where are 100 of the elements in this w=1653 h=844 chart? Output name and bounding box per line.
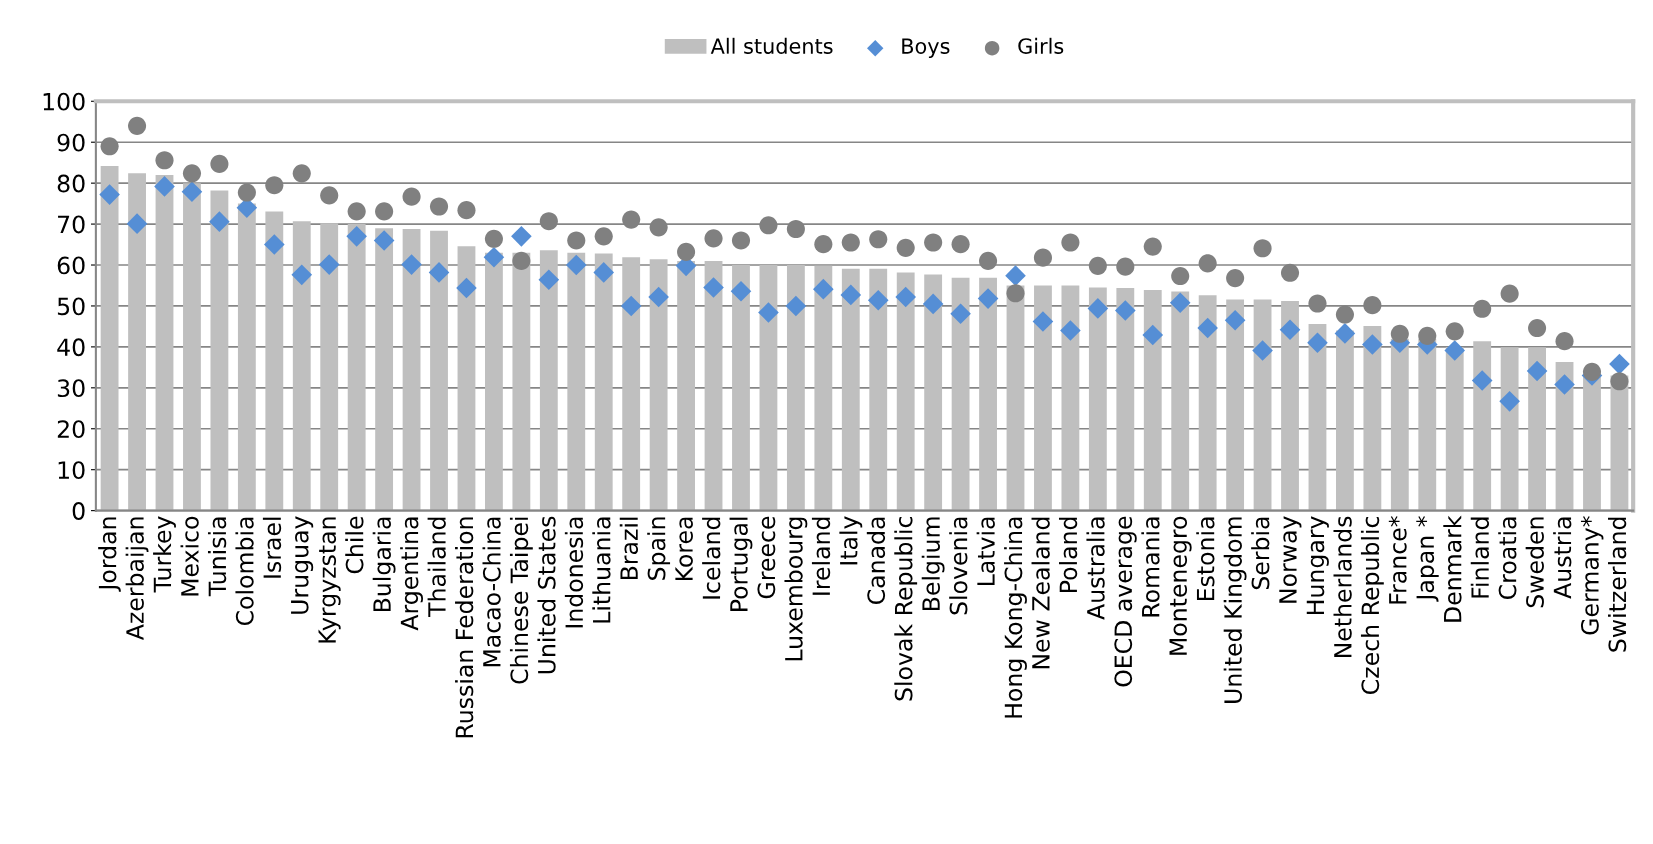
- point: [1582, 362, 1602, 381]
- point: [1418, 326, 1437, 345]
- point: [1609, 353, 1630, 375]
- point: [594, 227, 613, 246]
- bar: [100, 165, 119, 511]
- bar: [539, 250, 558, 511]
- point: [1500, 284, 1519, 303]
- point: [813, 278, 834, 300]
- x-tick-label: Denmark: [1443, 515, 1462, 622]
- x-tick-label: Colombia: [235, 517, 254, 626]
- bar: [732, 265, 750, 511]
- point: [1198, 254, 1217, 273]
- x-tick-label: France*: [1388, 516, 1407, 604]
- point: [950, 303, 971, 325]
- x-tick-label: Argentina: [400, 517, 423, 631]
- point: [320, 186, 339, 205]
- point: [1033, 248, 1053, 267]
- x-tick-label: Korea: [675, 517, 693, 581]
- point: [347, 202, 366, 221]
- x-tick-label: Hungary: [1306, 516, 1329, 614]
- point: [457, 201, 476, 220]
- bar: [1445, 346, 1464, 511]
- point: [814, 235, 833, 254]
- x-tick-label: Austria: [1553, 517, 1572, 599]
- bar: [237, 203, 256, 511]
- point: [1252, 340, 1273, 361]
- bar: [1473, 341, 1492, 511]
- point: [265, 176, 284, 195]
- bar: [430, 230, 448, 511]
- bar: [677, 260, 696, 511]
- point: [429, 197, 449, 216]
- bar: [265, 211, 284, 511]
- point: [1528, 319, 1547, 338]
- bar: [759, 265, 778, 511]
- point: [593, 262, 615, 283]
- x-tick-label: United States: [537, 516, 556, 674]
- bar: [347, 224, 366, 511]
- point: [1308, 294, 1327, 313]
- point: [209, 211, 230, 232]
- x-tick-label: Iceland: [702, 517, 721, 599]
- bar: [1418, 338, 1437, 511]
- point: [895, 286, 916, 308]
- point: [731, 231, 751, 250]
- y-tick-label: 60: [57, 256, 85, 275]
- x-tick-label: Israel: [262, 517, 282, 578]
- bar: [979, 277, 997, 511]
- x-tick-label: Macao-China: [482, 517, 501, 667]
- point: [1253, 239, 1272, 258]
- point: [318, 254, 340, 275]
- point: [1197, 317, 1218, 339]
- x-tick-label: Brazil: [619, 517, 639, 580]
- bar: [1226, 299, 1245, 511]
- x-tick-label: Latvia: [976, 517, 995, 586]
- bar: [1116, 287, 1135, 511]
- legend-label: All students: [710, 37, 833, 54]
- x-tick-label: Portugal: [729, 517, 753, 611]
- point: [237, 183, 256, 202]
- point: [1335, 305, 1354, 324]
- x-tick-label: Mexico: [180, 516, 199, 596]
- point: [292, 164, 311, 183]
- x-tick-label: Montenegro: [1169, 516, 1192, 655]
- point: [126, 213, 148, 234]
- point: [1169, 292, 1191, 313]
- point: [484, 229, 503, 248]
- x-tick-label: Hong Kong-China: [1004, 517, 1027, 718]
- point: [1362, 334, 1383, 355]
- point: [1554, 374, 1575, 395]
- x-tick-label: Serbia: [1251, 517, 1270, 590]
- y-tick-label: 50: [57, 297, 85, 316]
- point: [1307, 332, 1328, 354]
- bar: [402, 228, 421, 511]
- point: [1032, 311, 1054, 332]
- point: [128, 116, 147, 135]
- point: [840, 284, 862, 306]
- point: [1334, 323, 1356, 344]
- point: [1610, 372, 1629, 391]
- bar: [155, 174, 174, 511]
- bar: [1528, 347, 1547, 511]
- point: [1280, 263, 1300, 282]
- point: [977, 288, 999, 309]
- point: [1363, 296, 1382, 315]
- bar: [1583, 375, 1601, 511]
- bar: [1088, 287, 1107, 511]
- point: [375, 202, 394, 221]
- point: [539, 212, 558, 231]
- point: [456, 277, 477, 299]
- legend-label: Boys: [902, 38, 950, 58]
- point: [1445, 322, 1464, 341]
- point: [155, 151, 174, 170]
- point: [649, 218, 668, 237]
- bar: [622, 257, 641, 511]
- x-tick-label: Germany*: [1580, 516, 1604, 635]
- x-tick-label: Chile: [345, 516, 364, 574]
- x-tick-label: Azerbaijan: [125, 517, 149, 641]
- point: [1390, 324, 1409, 343]
- point: [730, 280, 752, 302]
- x-tick-label: Poland: [1058, 517, 1078, 592]
- point: [428, 262, 450, 283]
- x-tick-label: United Kingdom: [1223, 517, 1247, 703]
- x-tick-label: Tunisia: [207, 517, 227, 597]
